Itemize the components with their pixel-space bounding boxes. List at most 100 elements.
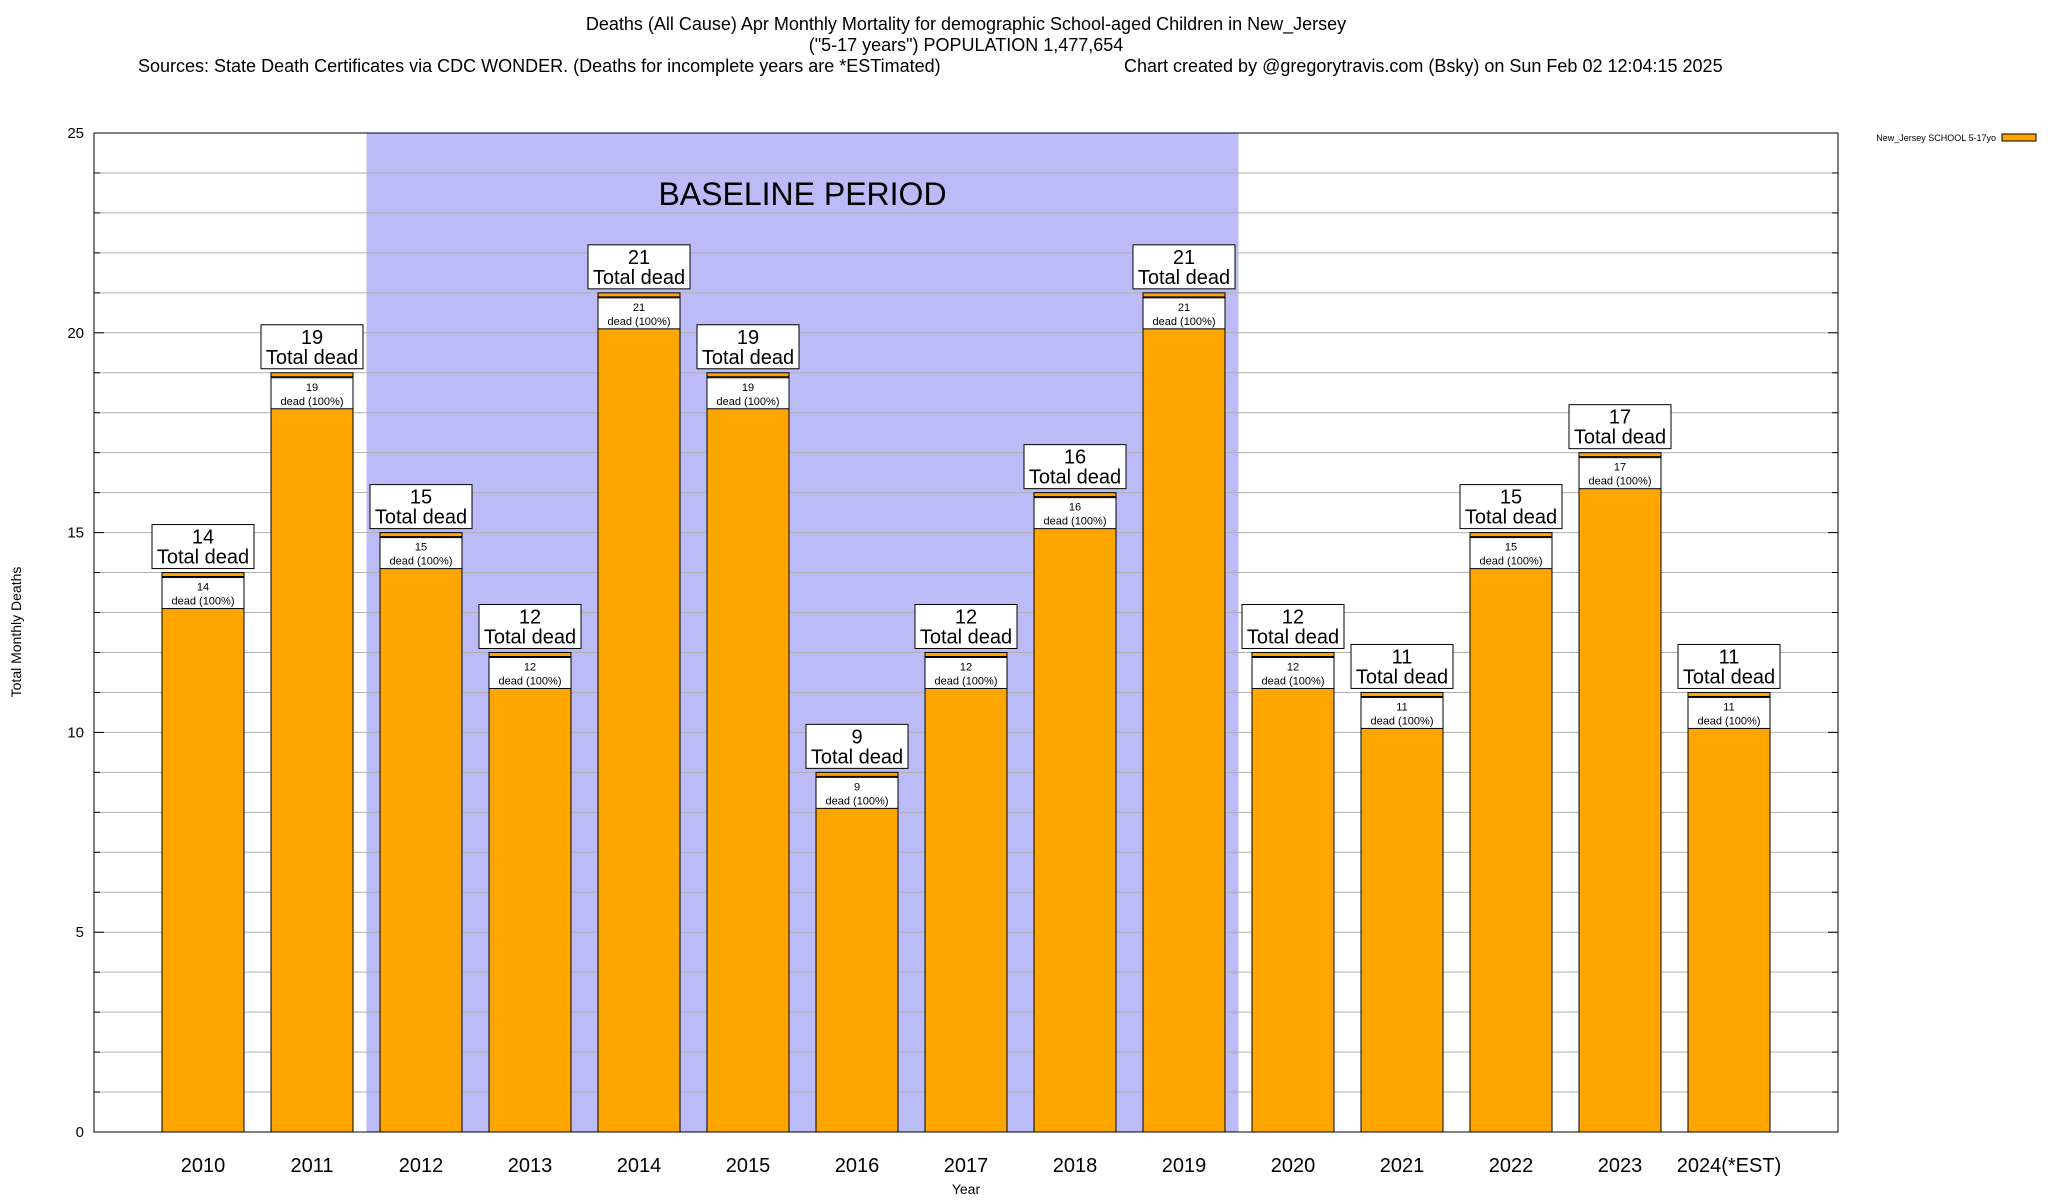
inner-percent-label: dead (100%) xyxy=(717,396,780,408)
bar-2013 xyxy=(488,651,572,1133)
inner-label-box xyxy=(924,656,1008,689)
inner-value-label: 17 xyxy=(1614,462,1626,474)
x-tick-label: 2010 xyxy=(181,1155,226,1177)
inner-percent-label: dead (100%) xyxy=(1153,316,1216,328)
x-tick-label: 2019 xyxy=(1162,1155,1207,1177)
inner-label-box xyxy=(270,377,354,410)
bar-2014 xyxy=(597,292,681,1133)
total-label-box xyxy=(696,324,800,370)
bar-2017 xyxy=(924,651,1008,1133)
total-dead-label: Total dead xyxy=(1574,427,1666,449)
bar-2010 xyxy=(161,572,245,1133)
total-label-box xyxy=(1023,444,1127,490)
inner-label-box xyxy=(1687,696,1771,729)
total-dead-label: Total dead xyxy=(920,626,1012,648)
total-value-label: 12 xyxy=(955,606,977,628)
inner-value-label: 15 xyxy=(1505,542,1517,554)
x-tick-label: 2020 xyxy=(1271,1155,1316,1177)
bar-2024(*EST) xyxy=(1687,691,1771,1133)
inner-percent-label: dead (100%) xyxy=(281,396,344,408)
total-label-box xyxy=(1459,484,1563,530)
inner-value-label: 19 xyxy=(742,382,754,394)
total-dead-label: Total dead xyxy=(1683,666,1775,688)
title-line-2: ("5-17 years") POPULATION 1,477,654 xyxy=(809,35,1124,55)
y-tick-label: 25 xyxy=(67,125,84,142)
inner-value-label: 11 xyxy=(1723,701,1734,713)
x-tick-label: 2012 xyxy=(399,1155,444,1177)
total-value-label: 19 xyxy=(737,327,759,349)
y-axis-label: Total Monthly Deaths xyxy=(8,567,24,698)
total-label-box xyxy=(478,603,582,649)
total-value-label: 11 xyxy=(1392,646,1413,668)
inner-percent-label: dead (100%) xyxy=(1589,476,1652,488)
total-label-box xyxy=(151,524,255,570)
inner-percent-label: dead (100%) xyxy=(1371,715,1434,727)
title-line-1: Deaths (All Cause) Apr Monthly Mortality… xyxy=(586,14,1346,35)
total-label-box xyxy=(1350,643,1454,689)
inner-label-box xyxy=(815,776,899,809)
inner-value-label: 19 xyxy=(306,382,318,394)
total-label-box xyxy=(369,484,473,530)
inner-percent-label: dead (100%) xyxy=(499,675,562,687)
total-dead-label: Total dead xyxy=(1029,467,1121,489)
total-label-box xyxy=(1677,643,1781,689)
sources-text: Sources: State Death Certificates via CD… xyxy=(138,56,941,76)
y-tick-label: 10 xyxy=(67,724,84,741)
inner-label-box xyxy=(1142,297,1226,330)
total-dead-label: Total dead xyxy=(593,267,685,289)
total-value-label: 11 xyxy=(1719,646,1740,668)
inner-percent-label: dead (100%) xyxy=(1698,715,1761,727)
x-tick-label: 2017 xyxy=(944,1155,989,1177)
inner-percent-label: dead (100%) xyxy=(172,596,235,608)
total-dead-label: Total dead xyxy=(1138,267,1230,289)
inner-percent-label: dead (100%) xyxy=(608,316,671,328)
inner-percent-label: dead (100%) xyxy=(1480,556,1543,568)
total-value-label: 19 xyxy=(301,327,323,349)
bar-2016 xyxy=(815,771,899,1133)
total-dead-label: Total dead xyxy=(157,547,249,569)
total-value-label: 14 xyxy=(192,527,214,549)
inner-value-label: 12 xyxy=(524,661,536,673)
total-value-label: 16 xyxy=(1064,447,1086,469)
total-value-label: 17 xyxy=(1609,407,1631,429)
y-tick-label: 0 xyxy=(76,1124,84,1141)
total-dead-label: Total dead xyxy=(1465,507,1557,529)
inner-label-box xyxy=(1033,497,1117,530)
credit-text: Chart created by @gregorytravis.com (Bsk… xyxy=(1124,56,1723,76)
total-label-box xyxy=(1241,603,1345,649)
inner-label-box xyxy=(1251,656,1335,689)
bar-2018 xyxy=(1033,492,1117,1133)
x-tick-label: 2018 xyxy=(1053,1155,1098,1177)
x-tick-label: 2013 xyxy=(508,1155,553,1177)
inner-value-label: 12 xyxy=(960,661,972,673)
inner-value-label: 14 xyxy=(197,582,209,594)
total-dead-label: Total dead xyxy=(1247,626,1339,648)
total-dead-label: Total dead xyxy=(266,347,358,369)
inner-percent-label: dead (100%) xyxy=(1262,675,1325,687)
total-value-label: 9 xyxy=(851,726,862,748)
x-tick-label: 2022 xyxy=(1489,1155,1534,1177)
x-tick-label: 2016 xyxy=(835,1155,880,1177)
x-tick-label: 2014 xyxy=(617,1155,662,1177)
x-tick-label: 2023 xyxy=(1598,1155,1643,1177)
x-axis-label: Year xyxy=(952,1181,981,1197)
inner-label-box xyxy=(1360,696,1444,729)
inner-value-label: 9 xyxy=(854,781,860,793)
bar-2022 xyxy=(1469,532,1553,1133)
bar-2020 xyxy=(1251,651,1335,1133)
bar-2023 xyxy=(1578,452,1662,1133)
inner-percent-label: dead (100%) xyxy=(1044,516,1107,528)
y-tick-label: 20 xyxy=(67,325,84,342)
total-value-label: 12 xyxy=(1282,606,1304,628)
inner-label-box xyxy=(161,577,245,610)
x-tick-label: 2011 xyxy=(290,1155,333,1177)
inner-percent-label: dead (100%) xyxy=(826,795,889,807)
y-tick-label: 5 xyxy=(76,924,84,941)
inner-label-box xyxy=(379,537,463,570)
inner-percent-label: dead (100%) xyxy=(390,556,453,568)
total-label-box xyxy=(260,324,364,370)
plot-frame xyxy=(93,132,1839,1133)
bar-2019 xyxy=(1142,292,1226,1133)
y-tick-label: 15 xyxy=(67,525,84,542)
